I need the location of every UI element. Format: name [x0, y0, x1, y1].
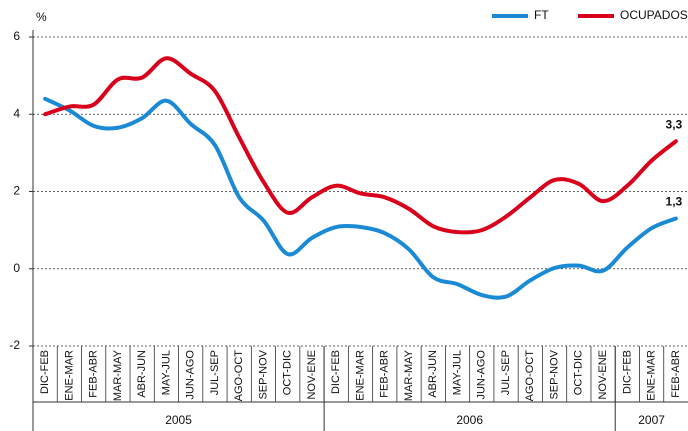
x-tick-label: ENE-MAR: [646, 350, 658, 401]
year-label: 2007: [638, 413, 665, 427]
y-axis-label: %: [36, 10, 47, 24]
x-tick-label: DIC-FEB: [39, 350, 51, 394]
y-tick-label: 4: [13, 106, 20, 120]
x-tick-label: JUN-AGO: [476, 350, 488, 400]
x-tick-label: FEB-ABR: [670, 350, 682, 398]
x-tick-label: OCT-DIC: [573, 350, 585, 395]
y-tick-label: -2: [9, 338, 20, 352]
x-tick-label: MAY-JUL: [451, 350, 463, 395]
x-tick-label: FEB-ABR: [88, 350, 100, 398]
line-series: [43, 96, 678, 300]
x-tick-label: JUL-SEP: [209, 350, 221, 395]
year-label: 2005: [165, 413, 192, 427]
x-tick-label: JUN-AGO: [185, 350, 197, 400]
year-label: 2006: [456, 413, 483, 427]
x-tick-label: NOV-ENE: [597, 350, 609, 400]
data-label: 1,3: [666, 195, 683, 209]
x-tick-label: AGO-OCT: [233, 350, 245, 402]
x-tick-label: ABR-JUN: [136, 350, 148, 398]
x-tick-label: NOV-ENE: [306, 350, 318, 400]
x-tick-label: MAR-MAY: [403, 349, 415, 401]
y-tick-label: 0: [13, 261, 20, 275]
x-tick-label: JUL-SEP: [500, 350, 512, 395]
x-tick-label: ENE-MAR: [354, 350, 366, 401]
x-tick-label: ENE-MAR: [63, 350, 75, 401]
legend-label: OCUPADOS: [620, 8, 688, 22]
x-tick-label: FEB-ABR: [379, 350, 391, 398]
x-tick-label: ABR-JUN: [427, 350, 439, 398]
legend-label: FT: [534, 8, 549, 22]
x-tick-label: DIC-FEB: [330, 350, 342, 394]
x-tick-label: OCT-DIC: [282, 350, 294, 395]
x-tick-label: MAR-MAY: [112, 349, 124, 401]
x-tick-label: SEP-NOV: [257, 349, 269, 399]
x-tick-label: AGO-OCT: [524, 350, 536, 402]
y-tick-label: 6: [13, 29, 20, 43]
x-tick-label: MAY-JUL: [160, 350, 172, 395]
line-series: [43, 56, 678, 235]
y-tick-label: 2: [13, 184, 20, 198]
x-tick-label: SEP-NOV: [548, 349, 560, 399]
x-tick-label: DIC-FEB: [621, 350, 633, 394]
data-label: 3,3: [666, 117, 683, 131]
